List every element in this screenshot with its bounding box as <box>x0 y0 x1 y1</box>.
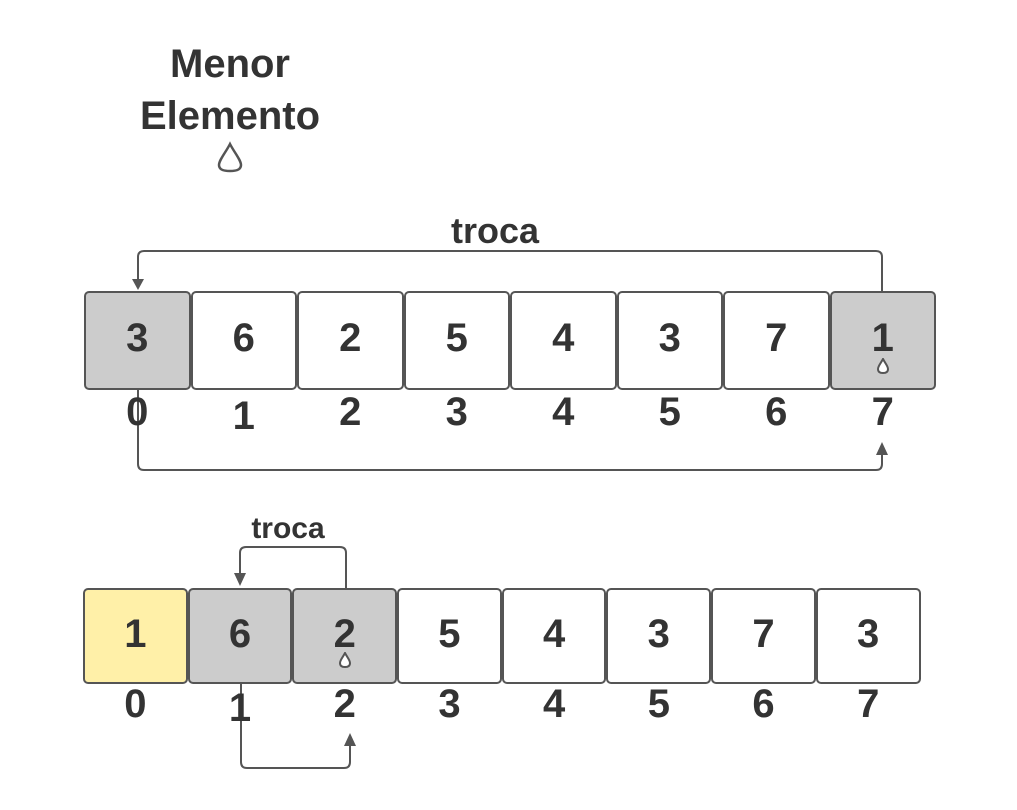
index-label: 2 <box>292 682 397 727</box>
array-cell: 7 <box>711 588 816 684</box>
step1-swap-label: troca <box>440 210 550 252</box>
index-label: 6 <box>711 682 816 727</box>
array-cell: 1 <box>830 291 937 390</box>
array-cell: 4 <box>502 588 607 684</box>
step1-swap-arrow-top <box>138 251 882 292</box>
index-label: 0 <box>84 390 191 435</box>
step1-swap-arrowhead-top <box>132 279 144 290</box>
step1-swap-arrowhead-bottom <box>876 442 888 455</box>
cell-value: 5 <box>438 612 460 657</box>
index-label: 7 <box>816 682 921 727</box>
array-cell: 3 <box>606 588 711 684</box>
array-cell: 3 <box>816 588 921 684</box>
array-cell: 2 <box>297 291 404 390</box>
legend-drop-marker-icon <box>219 144 241 171</box>
step2-swap-label: troca <box>240 512 336 546</box>
array-cell: 4 <box>510 291 617 390</box>
array-cell: 5 <box>404 291 511 390</box>
cell-value: 4 <box>543 612 565 657</box>
cell-value: 3 <box>659 316 681 361</box>
step2-swap-arrow-top <box>240 547 346 590</box>
cell-value: 4 <box>552 316 574 361</box>
cell-value: 2 <box>334 612 356 657</box>
min-element-marker-icon <box>338 652 352 668</box>
cell-value: 3 <box>126 316 148 361</box>
step2-swap-arrowhead-bottom <box>344 733 356 746</box>
cell-value: 1 <box>872 316 894 361</box>
index-label: 0 <box>83 682 188 727</box>
index-label: 2 <box>297 390 404 435</box>
index-label: 3 <box>397 682 502 727</box>
step1-array: 3 6 2 5 4 3 7 1 <box>84 291 936 390</box>
index-label: 5 <box>607 682 712 727</box>
step2-array: 1 6 2 5 4 3 7 3 <box>83 588 921 684</box>
index-label: 6 <box>723 390 830 435</box>
array-cell: 7 <box>723 291 830 390</box>
index-label: 4 <box>502 682 607 727</box>
cell-value: 5 <box>446 316 468 361</box>
cell-value: 3 <box>648 612 670 657</box>
array-cell: 6 <box>191 291 298 390</box>
index-label: 7 <box>830 390 937 435</box>
cell-value: 1 <box>124 612 146 657</box>
cell-value: 2 <box>339 316 361 361</box>
index-label: 5 <box>617 390 724 435</box>
cell-value: 6 <box>229 612 251 657</box>
index-label: 4 <box>510 390 617 435</box>
index-label: 1 <box>188 686 293 731</box>
index-label: 3 <box>404 390 511 435</box>
step2-swap-arrowhead-top <box>234 573 246 586</box>
array-cell: 6 <box>188 588 293 684</box>
index-label: 1 <box>191 394 298 439</box>
array-cell: 5 <box>397 588 502 684</box>
array-cell: 1 <box>83 588 188 684</box>
cell-value: 7 <box>752 612 774 657</box>
cell-value: 3 <box>857 612 879 657</box>
array-cell: 3 <box>84 291 191 390</box>
cell-value: 7 <box>765 316 787 361</box>
min-element-marker-icon <box>876 358 890 374</box>
cell-value: 6 <box>233 316 255 361</box>
array-cell: 3 <box>617 291 724 390</box>
array-cell: 2 <box>292 588 397 684</box>
